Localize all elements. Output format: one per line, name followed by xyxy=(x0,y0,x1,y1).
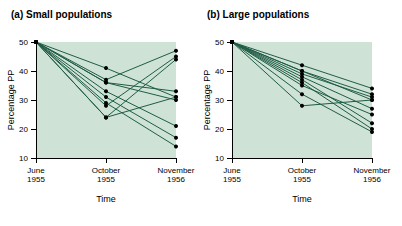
svg-text:30: 30 xyxy=(19,96,28,105)
svg-text:30: 30 xyxy=(215,96,224,105)
svg-text:June: June xyxy=(27,166,45,175)
svg-text:1956: 1956 xyxy=(167,175,185,184)
svg-text:20: 20 xyxy=(19,125,28,134)
svg-text:10: 10 xyxy=(215,154,224,163)
svg-text:October: October xyxy=(288,166,317,175)
svg-text:(a) Small populations: (a) Small populations xyxy=(11,9,113,20)
svg-text:1955: 1955 xyxy=(293,175,311,184)
svg-text:June: June xyxy=(223,166,241,175)
svg-text:November: November xyxy=(158,166,195,175)
svg-text:1955: 1955 xyxy=(97,175,115,184)
svg-text:10: 10 xyxy=(19,154,28,163)
svg-text:Time: Time xyxy=(96,194,116,204)
svg-text:Time: Time xyxy=(292,194,312,204)
svg-text:October: October xyxy=(92,166,121,175)
svg-text:Percentage PP: Percentage PP xyxy=(6,70,16,131)
svg-text:50: 50 xyxy=(19,38,28,47)
svg-text:Percentage PP: Percentage PP xyxy=(202,70,212,131)
svg-text:1955: 1955 xyxy=(27,175,45,184)
svg-text:November: November xyxy=(354,166,391,175)
svg-text:1956: 1956 xyxy=(363,175,381,184)
svg-text:50: 50 xyxy=(215,38,224,47)
svg-text:40: 40 xyxy=(215,67,224,76)
svg-text:1955: 1955 xyxy=(223,175,241,184)
svg-text:(b) Large populations: (b) Large populations xyxy=(207,9,310,20)
svg-text:40: 40 xyxy=(19,67,28,76)
svg-text:20: 20 xyxy=(215,125,224,134)
